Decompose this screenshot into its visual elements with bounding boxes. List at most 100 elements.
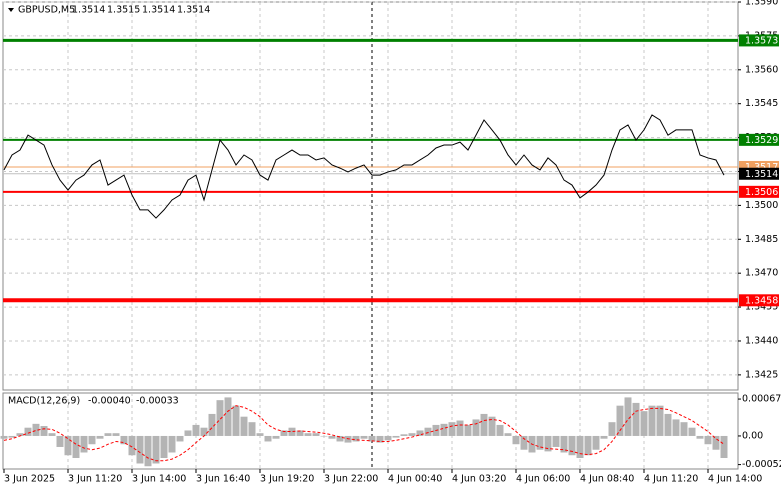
macd-bar xyxy=(88,435,96,445)
macd-bar xyxy=(304,433,312,436)
x-tick-label: 3 Jun 14:00 xyxy=(132,474,186,485)
macd-bar xyxy=(376,435,384,443)
macd-bar xyxy=(128,435,136,456)
x-tick-label: 4 Jun 06:00 xyxy=(516,474,570,485)
macd-bar xyxy=(24,427,32,436)
macd-bar xyxy=(416,430,424,436)
macd-bar xyxy=(672,419,680,436)
macd-bar xyxy=(96,435,104,439)
level-label: 1.3506 xyxy=(745,187,778,198)
macd-bar xyxy=(664,413,672,436)
macd-bar xyxy=(264,435,272,442)
level-label: 1.3514 xyxy=(745,169,778,180)
y-tick-label: 1.3500 xyxy=(745,200,778,211)
macd-bar xyxy=(680,422,688,436)
x-tick-label: 3 Jun 19:20 xyxy=(260,474,314,485)
macd-bar xyxy=(352,435,360,442)
y-tick-label: 1.3470 xyxy=(745,268,778,279)
macd-bar xyxy=(544,435,552,452)
level-tag xyxy=(739,185,779,198)
macd-bar xyxy=(440,423,448,436)
macd-bar xyxy=(200,427,208,436)
macd-bar xyxy=(504,433,512,436)
level-tag xyxy=(739,133,779,146)
y-tick-label: 1.3485 xyxy=(745,234,778,245)
macd-bar xyxy=(488,416,496,436)
macd-bar xyxy=(272,435,280,439)
macd-bar xyxy=(40,426,48,436)
y-tick-label: 1.3455 xyxy=(745,302,778,313)
macd-bar xyxy=(512,435,520,445)
signal-line xyxy=(3,405,725,462)
x-tick-label: 4 Jun 08:40 xyxy=(580,474,634,485)
macd-bar xyxy=(648,405,656,436)
macd-bar xyxy=(312,433,320,436)
macd-bar xyxy=(520,435,528,450)
y-tick-label: 1.3545 xyxy=(745,98,778,109)
macd-bar xyxy=(688,427,696,436)
macd-bar xyxy=(224,397,232,436)
macd-bar xyxy=(592,435,600,450)
x-tick-label: 3 Jun 11:20 xyxy=(68,474,122,485)
macd-bar xyxy=(600,435,608,439)
macd-bar xyxy=(712,435,720,450)
macd-bar xyxy=(56,435,64,447)
price-frame xyxy=(2,1,739,391)
macd-bar xyxy=(336,435,344,442)
macd-bar xyxy=(576,435,584,458)
macd-bar xyxy=(232,405,240,436)
macd-bar xyxy=(80,435,88,453)
macd-bar xyxy=(568,435,576,456)
macd-bar xyxy=(536,435,544,450)
x-tick-label: 3 Jun 22:00 xyxy=(324,474,378,485)
y-tick-label: 1.3590 xyxy=(745,0,778,8)
ohlc-value: 1.3515 xyxy=(107,5,140,16)
level-label: 1.3458 xyxy=(745,295,778,306)
macd-bar xyxy=(288,427,296,436)
macd-bar xyxy=(256,433,264,436)
macd-bar xyxy=(216,400,224,436)
macd-bar xyxy=(240,416,248,436)
macd-bar xyxy=(72,435,80,458)
macd-bar xyxy=(0,435,8,439)
macd-bar xyxy=(32,423,40,436)
macd-bar xyxy=(368,435,376,442)
macd-bar xyxy=(640,411,648,436)
macd-bar xyxy=(104,433,112,436)
macd-bar xyxy=(176,435,184,442)
macd-bar xyxy=(320,435,328,437)
macd-bar xyxy=(408,433,416,436)
macd-bar xyxy=(464,424,472,436)
macd-bar xyxy=(120,435,128,445)
macd-bar xyxy=(560,435,568,453)
macd-bar xyxy=(696,435,704,439)
macd-bar xyxy=(160,435,168,458)
level-tag xyxy=(739,294,779,307)
macd-bar xyxy=(656,405,664,436)
menu-arrow xyxy=(8,8,14,12)
macd-bar xyxy=(360,435,368,439)
x-tick-label: 3 Jun 2025 xyxy=(4,474,55,485)
macd-bar xyxy=(632,402,640,436)
macd-bar xyxy=(144,435,152,467)
macd-bar xyxy=(552,435,560,447)
macd-bar xyxy=(208,413,216,436)
macd-bar xyxy=(48,433,56,436)
ohlc-value: 1.3514 xyxy=(142,5,175,16)
y-tick-label: 1.3425 xyxy=(745,369,778,380)
y-tick-label: -0.00052 xyxy=(742,459,781,470)
macd-bar xyxy=(8,435,16,438)
symbol: GBPUSD,M5 xyxy=(18,5,75,16)
macd-bar xyxy=(584,435,592,456)
macd-bar xyxy=(384,435,392,441)
macd-bar xyxy=(400,434,408,436)
ohlc-value: 1.3514 xyxy=(72,5,105,16)
macd-bar xyxy=(64,435,72,456)
x-tick-label: 4 Jun 00:40 xyxy=(388,474,442,485)
macd-bar xyxy=(192,424,200,436)
macd-bar xyxy=(704,435,712,445)
x-tick-label: 4 Jun 03:20 xyxy=(452,474,506,485)
macd-bar xyxy=(496,424,504,436)
macd-bar xyxy=(136,435,144,464)
